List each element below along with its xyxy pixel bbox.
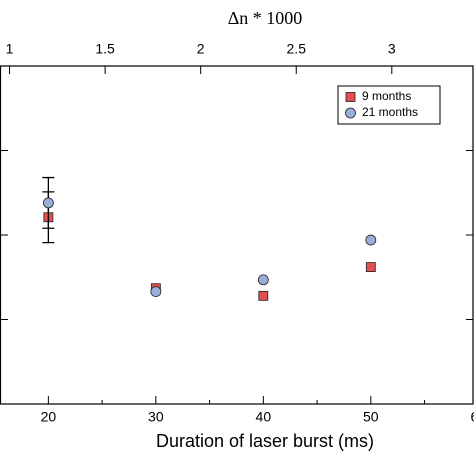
x-tick-label: 50 — [363, 409, 379, 425]
point — [258, 290, 269, 301]
point — [150, 286, 162, 298]
legend-marker — [345, 107, 356, 119]
x-tick-label: 40 — [256, 409, 272, 425]
top-tick-label: 2 — [197, 41, 205, 57]
top-tick-label: 3 — [388, 41, 396, 57]
top-tick-label: 1.5 — [95, 41, 115, 57]
top-tick-label: 2.5 — [287, 41, 307, 57]
top-axis-title: Δn * 1000 — [228, 8, 303, 28]
legend-label: 21 months — [362, 105, 418, 119]
top-tick-label: 1 — [6, 41, 14, 57]
legend-label: 9 months — [362, 89, 411, 103]
legend-marker — [345, 92, 356, 102]
point — [257, 274, 269, 286]
x-axis-title: Duration of laser burst (ms) — [156, 431, 374, 451]
x-tick-label: 20 — [41, 409, 57, 425]
x-tick-label: 30 — [148, 409, 164, 425]
point — [365, 234, 377, 246]
x-tick-label: 60 — [471, 409, 474, 425]
point — [365, 262, 376, 273]
point — [42, 197, 54, 209]
